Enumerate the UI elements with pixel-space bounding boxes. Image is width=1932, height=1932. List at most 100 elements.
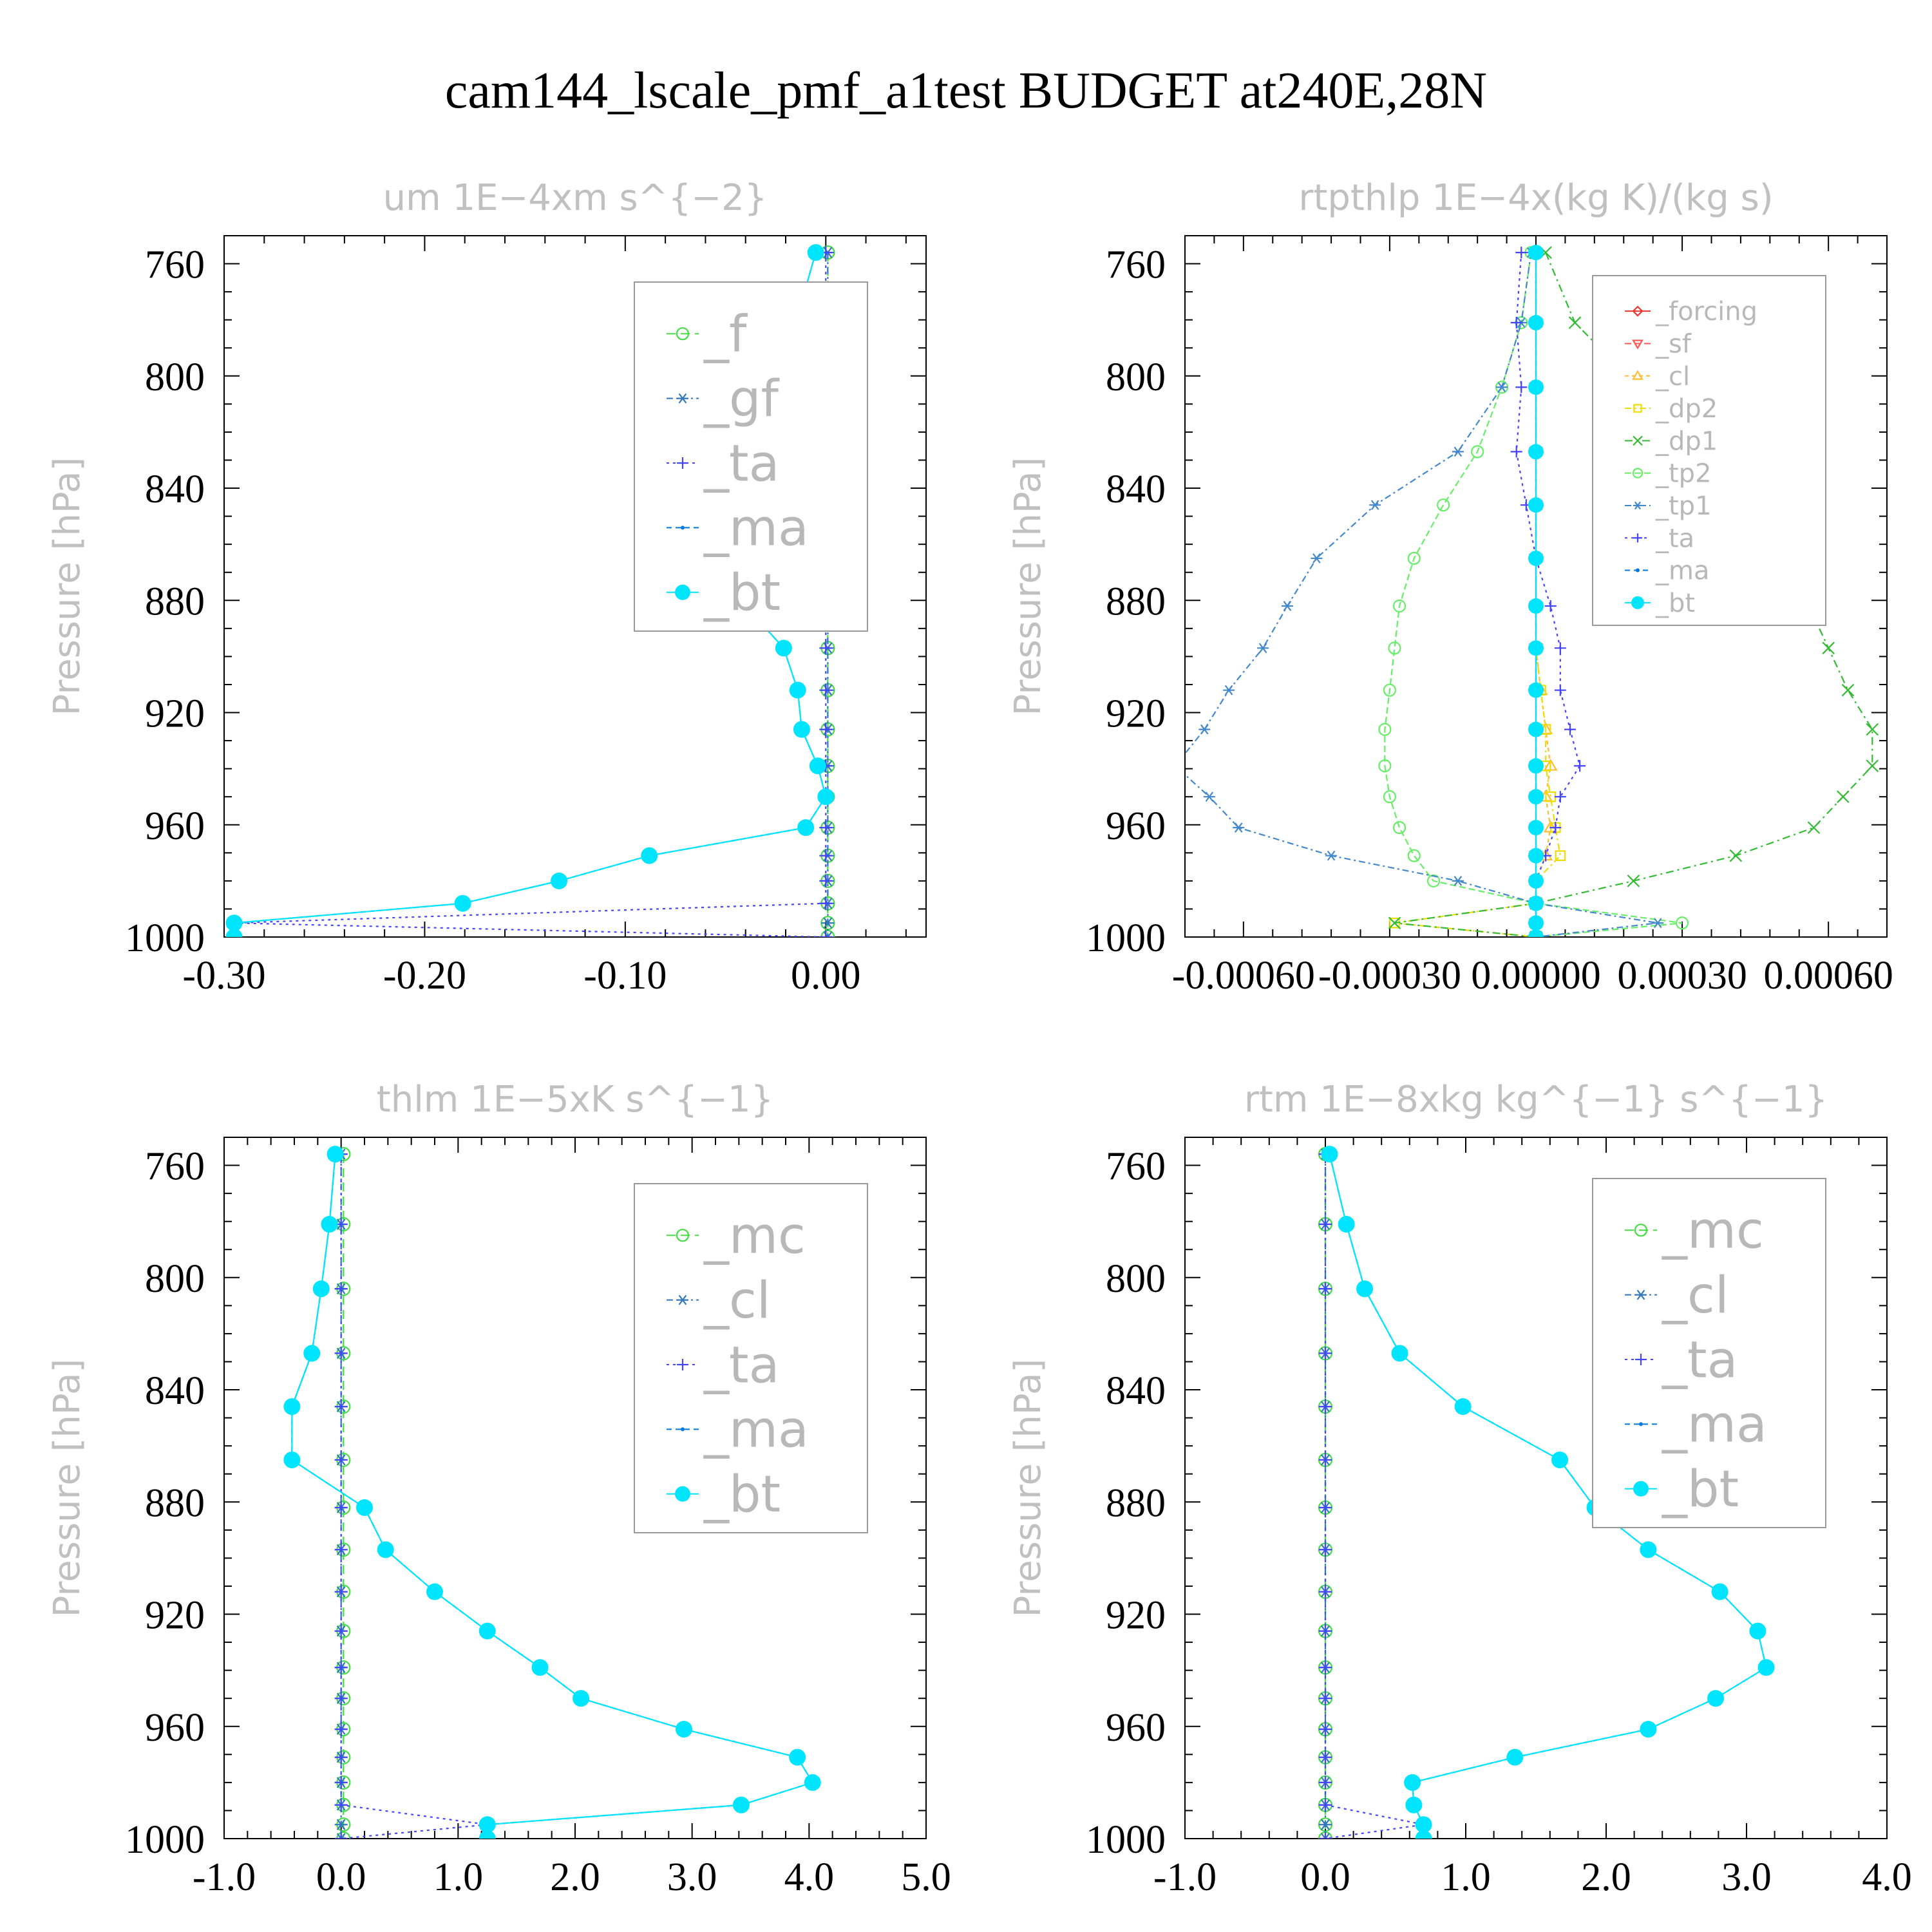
x-tick-label: -1.0 [1153,1855,1217,1899]
y-tick-label: 960 [145,1706,205,1750]
x-tick-label: 0.00060 [1763,954,1893,998]
panel-rtpthlp: rtpthlp 1E−4x(kg K)/(kg s) Pressure [hPa]… [1007,177,1893,998]
data-point [334,1723,348,1736]
x-tick-label: 3.0 [1721,1855,1772,1899]
legend-marker [1632,370,1643,380]
data-point [321,1216,338,1233]
x-tick-label: -1.0 [193,1855,256,1899]
x-tick-label: 0.0 [1300,1855,1350,1899]
data-point [1319,1624,1332,1638]
data-point [1233,822,1245,833]
data-point [1528,721,1544,737]
data-point [1471,445,1484,459]
legend-marker [681,526,685,530]
data-point [1510,317,1522,329]
data-point [1319,1501,1332,1514]
legend-label: _ma [1655,556,1709,586]
data-point [1319,1723,1332,1736]
data-point [1319,1453,1332,1466]
y-axis-label: Pressure [hPa] [1007,457,1049,716]
data-point [1415,1830,1432,1839]
y-tick-label: 800 [145,355,205,399]
data-point [454,895,471,912]
y-tick-label: 1000 [125,1818,205,1862]
y-tick-label: 960 [145,804,205,848]
data-point [1549,822,1562,834]
data-point [1452,876,1464,886]
data-point [1555,850,1566,861]
y-tick-label: 840 [145,1369,205,1413]
legend-label: _cl [1662,1267,1729,1325]
legend-marker [675,1486,690,1502]
legend-label: _sf [1655,329,1692,359]
data-point [1757,1659,1775,1676]
legend-label: _dp1 [1655,426,1718,456]
legend-marker [1636,568,1640,573]
data-point [478,1622,496,1640]
legend-label: _tp2 [1655,459,1712,489]
y-tick-label: 840 [1106,468,1166,511]
y-tick-label: 880 [145,1481,205,1525]
data-point [789,681,806,699]
data-point [478,1816,496,1833]
data-point [1404,1774,1421,1791]
data-point [1528,758,1544,774]
data-point [1405,1796,1423,1814]
data-point [809,757,826,775]
legend-marker [1635,1289,1647,1300]
y-axis-label: Pressure [hPa] [46,1359,88,1618]
legend: _forcing_sf_cl_dp2_dp1_tp2_tp1 _ta _ma _bt [1592,275,1826,626]
data-point [1426,874,1441,887]
data-point [807,244,824,261]
data-point [819,849,833,862]
y-tick-label: 1000 [1086,916,1166,960]
panel-title: rtm 1E−8xkg kg^{−1} s^{−1} [1244,1079,1828,1121]
panel-um: um 1E−4xm s^{−2} Pressure [hPa] 760 800 840 8… [46,177,927,998]
data-point [1551,1451,1569,1468]
data-point [1454,1398,1472,1416]
legend-marker [1633,435,1643,446]
data-point [1544,600,1557,612]
data-point [334,1832,348,1839]
data-point [819,821,833,835]
data-point [1319,1819,1332,1830]
y-tick-label: 840 [145,468,205,511]
legend-label: _mc [1662,1202,1764,1260]
data-point [819,896,833,910]
data-point [1528,550,1544,566]
data-point [1528,640,1544,656]
x-tick-label: 5.0 [901,1855,951,1899]
data-point [797,819,815,837]
x-tick-label: 0.00 [791,954,861,998]
data-point [819,683,833,697]
data-point [1319,1776,1332,1789]
data-point [675,1721,692,1738]
data-point [1319,1218,1332,1231]
data-point [789,1748,806,1766]
x-tick-label: -0.00060 [1172,954,1315,998]
data-point [1528,444,1544,460]
data-point [334,1776,348,1789]
legend-marker [1633,404,1642,413]
data-point [1319,1661,1332,1674]
legend-marker [677,393,688,404]
data-point [334,1543,348,1557]
legend-label: _ta [1655,524,1694,553]
panel-title: rtpthlp 1E−4x(kg K)/(kg s) [1298,177,1773,219]
data-point [1640,1541,1657,1558]
data-point [1568,316,1582,329]
data-point [1319,1833,1332,1839]
data-point [1388,916,1401,929]
data-point [1319,1798,1332,1812]
data-point [1528,915,1544,931]
data-point [1528,820,1544,836]
legend-label: _cl [1655,362,1690,392]
data-point [1627,875,1640,887]
figure-title: cam144_lscale_pmf_a1test BUDGET at240E,2… [444,62,1488,119]
legend-box [1592,275,1826,626]
data-point [1383,683,1397,697]
legend-marker [676,1229,690,1242]
legend-label: _ta [703,435,779,493]
data-point [819,723,833,736]
legend-box [634,1183,868,1533]
